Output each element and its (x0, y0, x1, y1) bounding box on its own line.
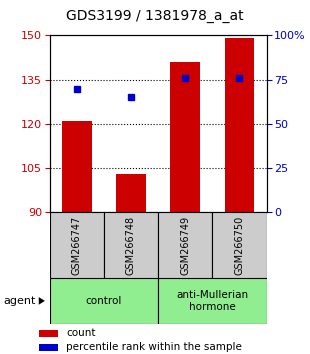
Text: GSM266748: GSM266748 (126, 216, 136, 275)
Text: GDS3199 / 1381978_a_at: GDS3199 / 1381978_a_at (66, 9, 244, 23)
Text: percentile rank within the sample: percentile rank within the sample (66, 342, 242, 352)
Text: agent: agent (3, 296, 35, 306)
Text: anti-Mullerian
hormone: anti-Mullerian hormone (176, 290, 248, 312)
Bar (62, 121, 92, 212)
Bar (116, 174, 146, 212)
Bar (212, 212, 267, 278)
Bar (50, 212, 104, 278)
Bar (104, 212, 158, 278)
Text: control: control (86, 296, 122, 306)
Bar (158, 212, 212, 278)
Bar (170, 62, 200, 212)
Text: count: count (66, 328, 96, 338)
Polygon shape (39, 297, 45, 305)
Bar (158, 278, 267, 324)
Text: GSM266750: GSM266750 (234, 216, 245, 275)
Text: GSM266747: GSM266747 (72, 216, 82, 275)
Bar (39, 344, 58, 351)
Bar (50, 278, 158, 324)
Bar (39, 330, 58, 337)
Text: GSM266749: GSM266749 (180, 216, 190, 275)
Bar (224, 38, 255, 212)
